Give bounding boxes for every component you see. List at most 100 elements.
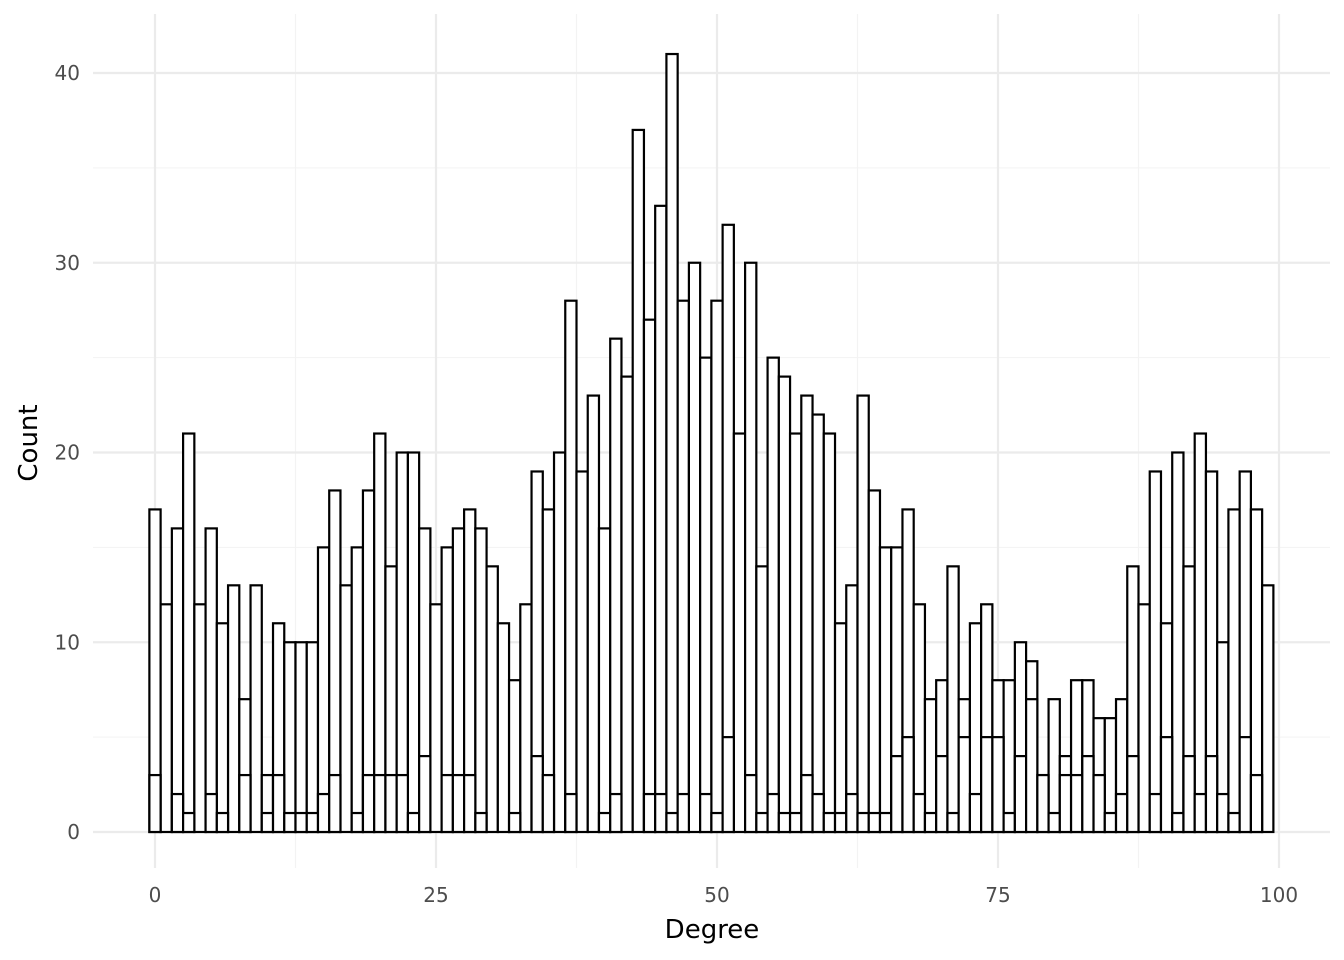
histogram-bar: [1036, 773, 1050, 834]
histogram-bar: [654, 204, 668, 834]
histogram-bar: [564, 299, 578, 834]
histogram-bar: [609, 792, 623, 834]
histogram-bar: [1148, 792, 1163, 834]
histogram-bar: [1114, 792, 1129, 834]
histogram-bar: [1081, 754, 1095, 834]
histogram-bar: [811, 413, 825, 834]
bars: [148, 52, 1275, 834]
histogram-bar: [1002, 679, 1016, 834]
x-tick-label: 50: [704, 883, 729, 907]
histogram-bar: [1216, 792, 1230, 834]
histogram-bar: [743, 773, 758, 834]
histogram-bar: [283, 641, 297, 834]
histogram-bar: [946, 811, 960, 834]
histogram-bar: [1024, 698, 1039, 834]
histogram-bar: [305, 811, 320, 834]
histogram-bar: [1227, 811, 1241, 834]
histogram-bar: [496, 622, 511, 834]
histogram-bar: [1171, 451, 1185, 834]
histogram-bar: [1182, 754, 1196, 834]
histogram-bar: [148, 773, 162, 834]
histogram-bar: [586, 394, 601, 834]
y-tick-label: 10: [55, 630, 80, 654]
histogram-bar: [867, 489, 882, 834]
histogram-bar: [957, 736, 971, 834]
histogram-bar: [373, 432, 387, 834]
histogram-bar: [485, 565, 499, 834]
histogram-bar: [597, 527, 612, 834]
histogram-bar: [530, 754, 544, 834]
y-axis-title: Count: [14, 404, 44, 481]
y-tick-label: 0: [67, 820, 80, 844]
histogram-bar: [878, 811, 893, 834]
y-tick-label: 30: [55, 251, 80, 275]
histogram-bar: [238, 773, 252, 834]
histogram-bar: [822, 432, 837, 834]
histogram-bar: [474, 811, 488, 834]
histogram-bar: [766, 356, 780, 834]
histogram-bar: [283, 811, 297, 834]
histogram-bar: [507, 811, 522, 834]
histogram-bar: [867, 811, 882, 834]
histogram-bar: [350, 811, 365, 834]
histogram-bar: [260, 811, 275, 834]
histogram-bar: [429, 603, 443, 834]
histogram-bar: [901, 736, 915, 834]
histogram-bar: [418, 754, 432, 834]
histogram-bar: [710, 811, 724, 834]
histogram-bar: [1261, 584, 1275, 834]
histogram-bar: [361, 773, 376, 834]
histogram-bar: [406, 451, 421, 834]
histogram-bar: [1047, 811, 1061, 834]
y-tick-label: 20: [55, 441, 80, 465]
histogram-bar: [1238, 736, 1253, 834]
x-tick-label: 25: [423, 883, 448, 907]
histogram-bar: [1227, 508, 1241, 834]
histogram-bar: [800, 394, 814, 834]
histogram-bar: [665, 811, 679, 834]
histogram-bar: [631, 128, 646, 834]
histogram-bar: [1148, 470, 1163, 834]
histogram-bar: [788, 811, 803, 834]
x-tick-label: 0: [149, 883, 162, 907]
histogram-bar: [1249, 773, 1264, 834]
histogram-bar: [991, 736, 1005, 834]
x-tick-label: 100: [1260, 883, 1298, 907]
histogram-bar: [541, 773, 556, 834]
histogram-bar: [923, 811, 938, 834]
histogram-bar: [699, 356, 713, 834]
histogram-bar: [811, 792, 825, 834]
histogram-bar: [755, 565, 769, 834]
histogram-bar: [182, 432, 196, 834]
histogram-bar: [890, 754, 904, 834]
y-tick-labels: 0 10 20 30 40: [55, 61, 80, 844]
histogram-bar: [609, 337, 623, 834]
histogram-bar: [676, 792, 690, 834]
histogram-bar: [642, 792, 657, 834]
histogram-bar: [249, 584, 263, 834]
histogram-bar: [159, 603, 173, 834]
histogram-bar: [226, 584, 241, 834]
histogram-bar: [687, 261, 702, 834]
histogram-bar: [474, 527, 488, 834]
histogram-bar: [856, 811, 870, 834]
histogram-bar: [193, 603, 207, 834]
histogram-bar: [373, 773, 387, 834]
histogram-bar: [204, 527, 218, 834]
histogram-bar: [777, 375, 792, 834]
histogram-bar: [788, 432, 803, 834]
histogram-bar: [1058, 773, 1073, 834]
histogram-bar: [800, 773, 814, 834]
histogram-bar: [1126, 754, 1140, 834]
histogram-bar: [1013, 754, 1028, 834]
histogram-bar: [1159, 736, 1174, 834]
histogram-bar: [878, 546, 893, 834]
histogram-bar: [406, 811, 421, 834]
histogram-bar: [620, 375, 634, 834]
histogram-bar: [822, 811, 837, 834]
histogram-bar: [316, 546, 331, 834]
histogram-bar: [1193, 792, 1208, 834]
histogram-bar: [170, 527, 185, 834]
histogram-bar: [564, 792, 578, 834]
